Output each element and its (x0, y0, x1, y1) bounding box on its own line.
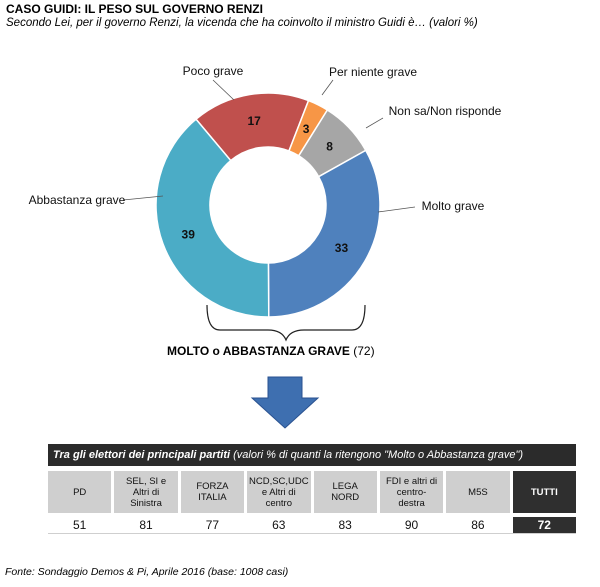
party-header-cell: LEGA NORD (313, 471, 377, 513)
party-table: Tra gli elettori dei principali partiti … (48, 444, 576, 534)
leader-line (212, 79, 235, 101)
summary-label: MOLTO o ABBASTANZA GRAVE (72) (167, 344, 375, 358)
party-header-cell: M5S (446, 471, 510, 513)
down-arrow-icon (250, 376, 320, 429)
party-row: PD SEL, SI e Altri di Sinistra FORZA ITALI… (48, 471, 576, 513)
party-value-cell: 81 (139, 518, 153, 532)
slice-value-label: 39 (182, 227, 196, 241)
table-header: Tra gli elettori dei principali partiti … (48, 444, 576, 466)
donut-slice-molto-grave (267, 149, 381, 318)
table-header-bold: Tra gli elettori dei principali partiti (53, 449, 231, 461)
party-value-cell: 90 (404, 518, 419, 532)
leader-line (377, 206, 416, 213)
slice-category-label: Molto grave (422, 199, 485, 213)
donut-chart: 17 3 8 33 39 Poco grave Per niente grave Non s… (29, 64, 502, 429)
donut-slice-abbastanza-grave (155, 118, 270, 318)
slice-value-label: 33 (335, 241, 349, 255)
table-header-rest: (valori % di quanti la ritengono "Molto … (230, 449, 524, 461)
party-value-cell: 51 (73, 518, 87, 532)
summary-text: MOLTO o ABBASTANZA GRAVE (167, 344, 350, 358)
leader-line (122, 195, 164, 201)
slice-value-label: 17 (247, 114, 261, 128)
party-header-cell: FORZA ITALIA (180, 471, 245, 513)
party-header-cell: PD (48, 471, 112, 513)
summary-value: (72) (353, 344, 375, 358)
slice-category-label: Poco grave (183, 64, 244, 78)
party-header-cell: SEL, SI e Altri di Sinistra (114, 471, 178, 513)
slice-category-label: Per niente grave (329, 65, 417, 79)
leader-line (365, 117, 384, 129)
party-value-cell: 63 (272, 518, 286, 532)
party-value-cell: 83 (338, 518, 352, 532)
party-value-cell: 72 (512, 517, 576, 533)
party-value-cell: 77 (205, 518, 220, 532)
source-note: Fonte: Sondaggio Demos & Pi, Aprile 2016… (5, 566, 289, 578)
slice-value-label: 8 (326, 139, 333, 153)
leader-line (321, 79, 334, 96)
party-header-cell: TUTTI (512, 471, 576, 513)
chart-title: CASO GUIDI: IL PESO SUL GOVERNO RENZI (6, 2, 263, 16)
value-row: 51 81 77 63 83 90 86 72 (48, 517, 576, 534)
summary-brace (206, 304, 366, 342)
slice-value-label: 3 (303, 122, 310, 136)
slice-category-label: Abbastanza grave (29, 193, 126, 207)
party-value-cell: 86 (471, 518, 485, 532)
chart-subtitle: Secondo Lei, per il governo Renzi, la vi… (6, 17, 478, 29)
party-header-cell: FDI e altri di centro- destra (379, 471, 444, 513)
slice-category-label: Non sa/Non risponde (389, 104, 502, 118)
party-header-cell: NCD,SC,UDC e Altri di centro (247, 471, 311, 513)
